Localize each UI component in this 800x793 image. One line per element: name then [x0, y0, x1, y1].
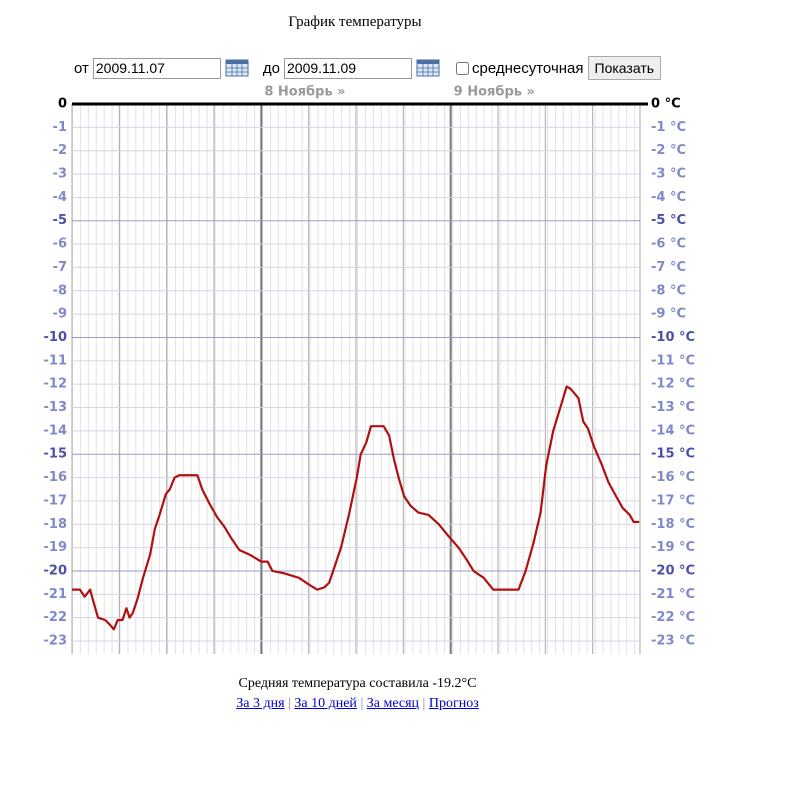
y-tick-label: -8 [53, 283, 67, 298]
y-tick-label: -18 [44, 517, 68, 532]
period-link[interactable]: За месяц [366, 696, 420, 711]
y-tick-label: -10 [44, 330, 68, 345]
chart: 0 -1 -2 -3 -4 -5 -6 -7 -8 -9 -10 -11 -12 -13 -14 -15 -16… [44, 85, 695, 654]
y2-tick-label: -21 °C [651, 587, 695, 602]
y2-tick-label: -2 °C [651, 143, 686, 158]
y2-tick-label: -17 °C [651, 493, 695, 508]
y-tick-label: -13 [44, 400, 68, 415]
y2-tick-label: -7 °C [651, 260, 686, 275]
y-tick-label: -19 [44, 540, 68, 555]
calendar-icon[interactable] [416, 58, 440, 78]
checkbox-label: среднесуточная [472, 59, 584, 77]
to-date-input[interactable] [284, 57, 412, 79]
y2-tick-label: -11 °C [651, 353, 695, 368]
y-tick-label: 0 [58, 97, 67, 112]
y-tick-label: -2 [53, 143, 67, 158]
day-label: 9 Ноябрь » [454, 85, 535, 100]
y-tick-label: -15 [44, 447, 68, 462]
y2-tick-label: -1 °C [651, 120, 686, 135]
day-label: 8 Ноябрь » [264, 85, 345, 100]
y2-tick-label: -6 °C [651, 237, 686, 252]
y-tick-label: -16 [44, 470, 68, 485]
show-button[interactable]: Показать [587, 56, 662, 80]
forecast-link[interactable]: Прогноз [428, 696, 479, 711]
y-tick-label: -1 [53, 120, 67, 135]
average-summary: Средняя температура составила -19.2°C [238, 676, 477, 691]
footer: Средняя температура составила -19.2°C За… [0, 674, 715, 714]
y-tick-label: -9 [53, 307, 67, 322]
y2-tick-label: -14 °C [651, 423, 695, 438]
y-tick-label: -7 [53, 260, 67, 275]
y-tick-label: -4 [53, 190, 67, 205]
y2-tick-label: -4 °C [651, 190, 686, 205]
y2-tick-label: -22 °C [651, 610, 695, 625]
y2-tick-label: -9 °C [651, 307, 686, 322]
filter-form: от до среднесуточная Показать [74, 56, 662, 80]
to-label: до [262, 59, 280, 77]
y2-tick-label: -12 °C [651, 377, 695, 392]
y2-tick-label: -16 °C [651, 470, 695, 485]
y2-tick-label: -5 °C [651, 213, 686, 228]
y-tick-label: -3 [53, 167, 67, 182]
period-link[interactable]: За 3 дня [236, 696, 285, 711]
page-title: График температуры [288, 14, 422, 30]
y2-tick-label: -3 °C [651, 167, 686, 182]
y2-tick-label: -8 °C [651, 283, 686, 298]
y2-tick-label: -18 °C [651, 517, 695, 532]
y2-tick-label: -23 °C [651, 634, 695, 649]
y2-tick-label: 0 °C [651, 97, 681, 112]
y-tick-label: -21 [44, 587, 68, 602]
y-tick-label: -20 [44, 563, 68, 578]
from-date-input[interactable] [92, 57, 221, 79]
temperature-line [72, 385, 640, 631]
y-tick-label: -23 [44, 634, 68, 649]
y2-tick-label: -15 °C [651, 447, 695, 462]
y2-tick-label: -10 °C [651, 330, 695, 345]
y-tick-label: -11 [44, 353, 68, 368]
y-tick-label: -17 [44, 493, 68, 508]
y2-tick-label: -19 °C [651, 540, 695, 555]
y2-tick-label: -20 °C [651, 563, 695, 578]
y2-tick-label: -13 °C [651, 400, 695, 415]
period-links: За 3 дня | За 10 дней | За месяц | Прогн… [236, 696, 479, 711]
from-label: от [74, 59, 89, 77]
period-link[interactable]: За 10 дней [294, 696, 357, 711]
y-tick-label: -5 [53, 213, 67, 228]
daily-average-checkbox[interactable] [456, 61, 469, 75]
y-tick-label: -12 [44, 377, 68, 392]
y-tick-label: -6 [53, 237, 67, 252]
y-tick-label: -22 [44, 610, 68, 625]
y-tick-label: -14 [44, 423, 68, 438]
calendar-icon[interactable] [225, 58, 249, 78]
